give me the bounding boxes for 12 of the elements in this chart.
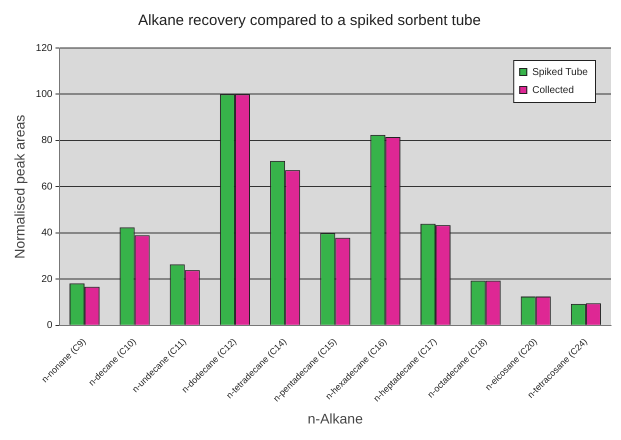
y-tick-label: 120 [36, 42, 53, 54]
y-tick-label: 0 [46, 320, 53, 332]
y-tick-label: 40 [41, 228, 53, 239]
y-tick-label: 100 [36, 88, 53, 100]
y-tick-label: 80 [41, 135, 53, 146]
y-tick-label: 20 [41, 274, 53, 285]
legend-label: Collected [532, 84, 574, 96]
y-axis-title: Normalised peak areas [11, 114, 28, 259]
legend-label: Spiked Tube [532, 66, 588, 78]
y-tick-label: 60 [41, 181, 53, 192]
x-axis-title: n-Alkane [308, 410, 364, 426]
chart-title: Alkane recovery compared to a spiked sorbent tube [138, 12, 481, 30]
